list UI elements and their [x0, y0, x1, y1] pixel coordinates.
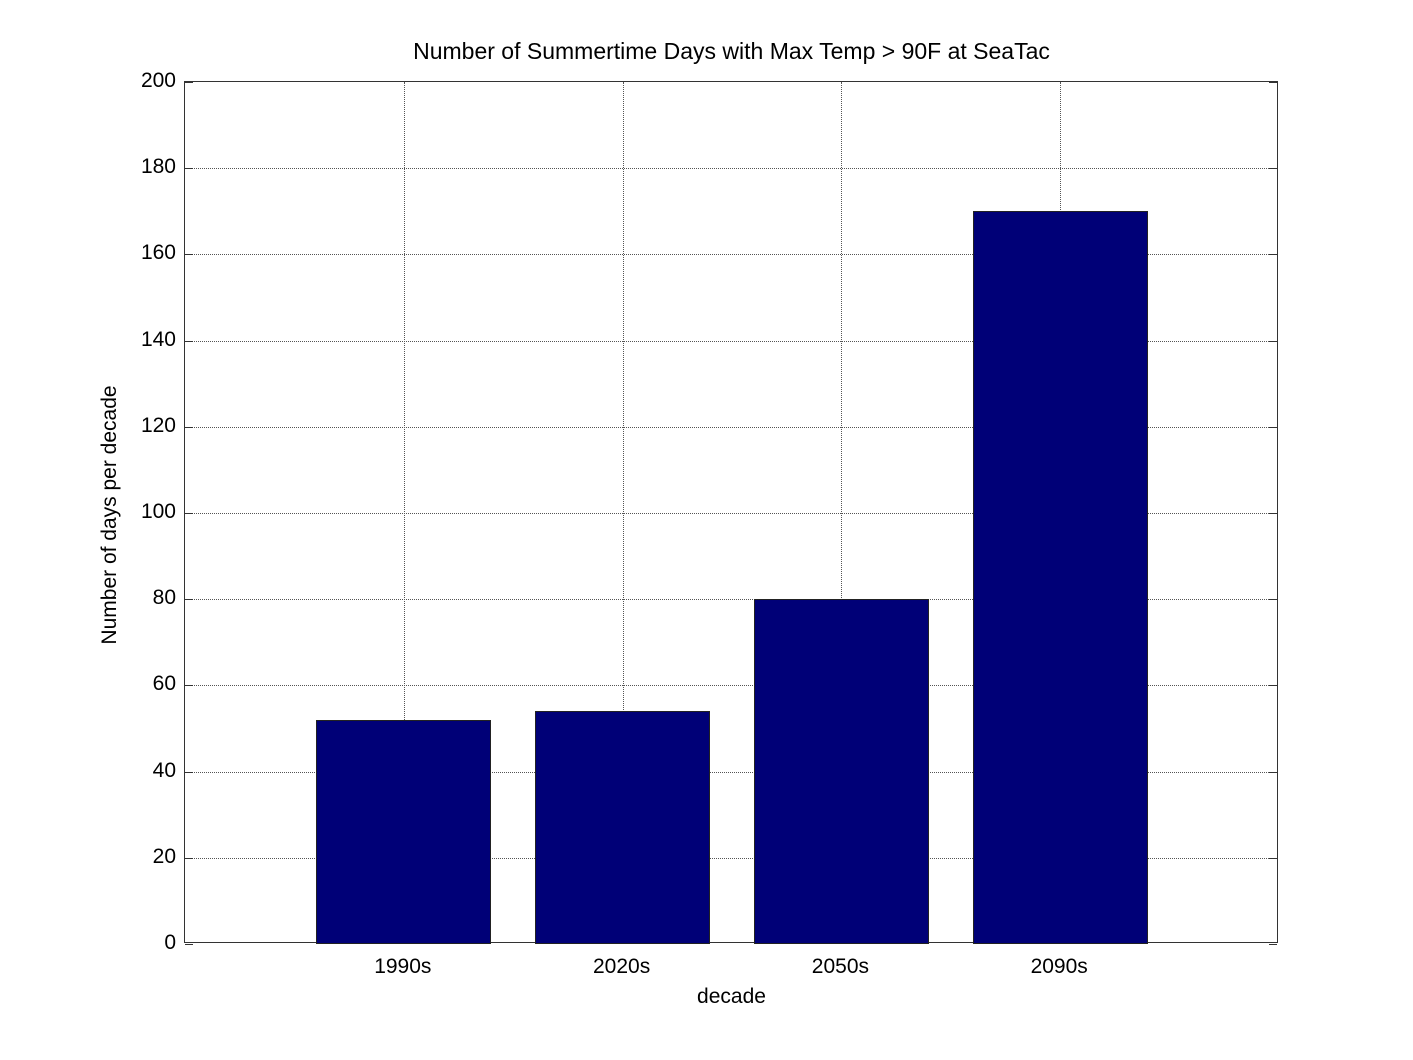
x-tick-label: 2020s [592, 955, 651, 978]
y-tick-mark [185, 82, 193, 83]
y-tick-mark [1269, 168, 1277, 170]
bar-2050s [753, 599, 929, 944]
gridline-vertical [622, 82, 624, 942]
y-tick-mark [1269, 82, 1277, 83]
y-tick-label: 0 [164, 931, 176, 954]
bar-2020s [535, 711, 711, 944]
plot-area [184, 81, 1278, 945]
y-tick-mark [1269, 685, 1277, 687]
gridline-horizontal [185, 513, 1277, 514]
y-tick-label: 160 [140, 241, 176, 265]
x-tick-label: 1990s [374, 955, 432, 978]
y-axis-label: Number of days per decade [98, 385, 121, 645]
y-tick-mark [1269, 857, 1277, 859]
gridline-vertical [403, 82, 405, 942]
y-tick-label: 60 [152, 672, 176, 696]
bar-1990s [316, 719, 492, 944]
gridline-horizontal [185, 685, 1277, 687]
gridline-horizontal [185, 254, 1277, 256]
gridline-horizontal [185, 599, 1277, 601]
y-tick-mark [185, 685, 193, 687]
y-tick-mark [185, 599, 193, 601]
y-tick-label: 20 [152, 844, 176, 868]
gridline-horizontal [185, 340, 1277, 342]
gridline-horizontal [185, 857, 1277, 859]
x-axis-label: decade [697, 985, 766, 1008]
x-tick-label: 2090s [1030, 955, 1088, 978]
y-tick-mark [1269, 254, 1277, 256]
y-tick-mark [185, 944, 193, 945]
gridline-horizontal [185, 771, 1277, 773]
bar-2090s [972, 211, 1148, 944]
y-tick-label: 40 [152, 758, 176, 782]
gridline-horizontal [185, 168, 1277, 170]
y-tick-label: 140 [140, 327, 176, 351]
y-tick-mark [1269, 944, 1277, 945]
x-tick-label: 2050s [811, 955, 869, 978]
y-tick-mark [185, 771, 193, 773]
y-tick-label: 180 [140, 155, 176, 179]
y-tick-mark [1269, 599, 1277, 601]
y-tick-mark [1269, 513, 1277, 514]
y-tick-mark [185, 254, 193, 256]
y-tick-mark [1269, 771, 1277, 773]
y-tick-label: 100 [140, 500, 176, 523]
y-tick-mark [1269, 426, 1277, 428]
gridline-horizontal [185, 426, 1277, 428]
y-tick-label: 80 [152, 586, 176, 610]
y-tick-mark [185, 426, 193, 428]
y-tick-mark [185, 513, 193, 514]
chart-title: Number of Summertime Days with Max Temp … [413, 38, 1050, 64]
gridline-vertical [841, 82, 843, 942]
y-tick-mark [185, 340, 193, 342]
y-tick-mark [185, 168, 193, 170]
y-tick-label: 200 [140, 69, 176, 92]
y-tick-label: 120 [140, 413, 176, 437]
y-tick-mark [1269, 340, 1277, 342]
y-tick-mark [185, 857, 193, 859]
